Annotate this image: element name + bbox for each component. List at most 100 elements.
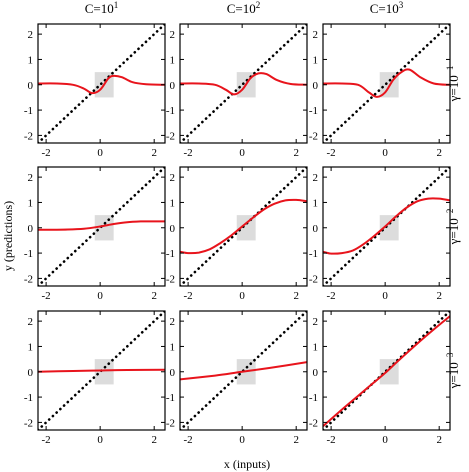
fit-curve [323,197,450,255]
panel-frame [179,310,308,431]
x-tick-label: -2 [327,434,336,446]
y-tick-label: 2 [28,29,34,41]
y-tick-label: -1 [309,248,318,260]
y-tick-label: -1 [166,105,175,117]
panel-frame [322,23,451,144]
series-group [38,311,165,430]
y-tick-label: -1 [24,392,33,404]
panel-r1-c1: -2 -1 0 1 2 -2 0 2 [166,166,308,302]
x-tick-label: -2 [327,290,336,302]
y-tick-label: 1 [170,341,176,353]
row-title-base: γ=10 [446,218,461,245]
y-tick-label: -2 [24,417,33,429]
panel-frame [37,23,166,144]
fit-curve [180,198,307,255]
y-tick-label: 0 [170,367,176,379]
y-tick-label: 0 [28,367,34,379]
x-tick-label: 0 [382,434,388,446]
y-tick-label: -1 [309,392,318,404]
x-tick-label: 0 [97,434,103,446]
panel-r1-c0: -2 -1 0 1 2 -2 0 2 [24,166,166,302]
y-tick-label: -2 [166,273,175,285]
y-tick-label: 0 [313,80,319,92]
row-title-exponent: −2 [445,209,455,219]
y-tick-label: 2 [28,172,34,184]
y-tick-label: 1 [28,197,34,209]
x-tick-label: -2 [42,290,51,302]
x-axis-label: x (inputs) [224,457,270,471]
x-tick-label: 2 [151,147,157,159]
x-tick-label: -2 [42,147,51,159]
identity-line [38,24,165,143]
fit-curve [38,74,165,95]
fit-curve [180,72,307,96]
x-tick-label: 0 [382,147,388,159]
y-tick-label: 0 [313,223,319,235]
x-tick-label: -2 [42,434,51,446]
panel-frame [37,310,166,431]
panel-frame [322,310,451,431]
x-tick-label: 0 [239,434,245,446]
training-data-region [94,359,114,385]
y-tick-label: 0 [313,367,319,379]
row-title-base: γ=10 [446,75,461,102]
x-tick-label: -2 [327,147,336,159]
y-tick-label: 1 [170,54,176,66]
y-tick-label: 1 [313,341,319,353]
series-group [180,24,307,143]
row-title-base: γ=10 [446,362,461,389]
panel-r1-c2: -2 -1 0 1 2 -2 0 2 [309,166,451,302]
x-tick-label: -2 [184,434,193,446]
y-tick-label: -2 [309,130,318,142]
series-group [38,167,165,286]
y-tick-label: 2 [28,316,34,328]
y-tick-label: 2 [170,29,176,41]
fit-curve [323,315,450,427]
x-tick-label: -2 [184,147,193,159]
y-tick-label: -1 [24,248,33,260]
y-tick-label: 0 [28,223,34,235]
training-data-region [379,215,399,241]
fit-curve [323,68,450,98]
fit-curve [38,220,165,231]
row-title-exponent: −1 [445,66,455,76]
x-tick-label: 2 [436,147,442,159]
column-title-base: C=10 [227,1,256,16]
panel-r2-c2: -2 -1 0 1 2 -2 0 2 [309,310,451,446]
series-group [323,167,450,286]
y-tick-label: 0 [170,223,176,235]
training-data-region [236,215,256,241]
row-title: γ=10−2 [445,209,461,246]
y-tick-label: 1 [170,197,176,209]
panel-frame [179,23,308,144]
column-title-exponent: 3 [399,0,404,10]
panel-frame [322,166,451,287]
y-tick-label: 0 [28,80,34,92]
row-title: γ=10−3 [445,352,461,389]
panel-frame [37,166,166,287]
column-title: C=101 [85,0,119,16]
y-tick-label: 2 [170,172,176,184]
x-tick-label: 2 [151,434,157,446]
x-tick-label: 2 [293,147,299,159]
x-tick-label: 0 [239,147,245,159]
x-tick-label: 0 [382,290,388,302]
y-tick-label: 0 [170,80,176,92]
x-tick-label: 0 [97,290,103,302]
y-tick-label: -2 [24,273,33,285]
identity-line [180,311,307,430]
x-tick-label: 2 [436,290,442,302]
x-tick-label: 2 [293,290,299,302]
panel-r0-c2: -2 -1 0 1 2 -2 0 2 [309,23,451,159]
row-title: γ=10−1 [445,66,461,103]
column-title-exponent: 1 [114,0,119,10]
fit-curve [180,361,307,381]
series-group [323,311,450,430]
column-title: C=102 [227,0,261,16]
column-title-base: C=10 [370,1,399,16]
series-group [323,24,450,143]
y-tick-label: 1 [313,54,319,66]
y-tick-label: -2 [166,417,175,429]
column-title-exponent: 2 [256,0,261,10]
